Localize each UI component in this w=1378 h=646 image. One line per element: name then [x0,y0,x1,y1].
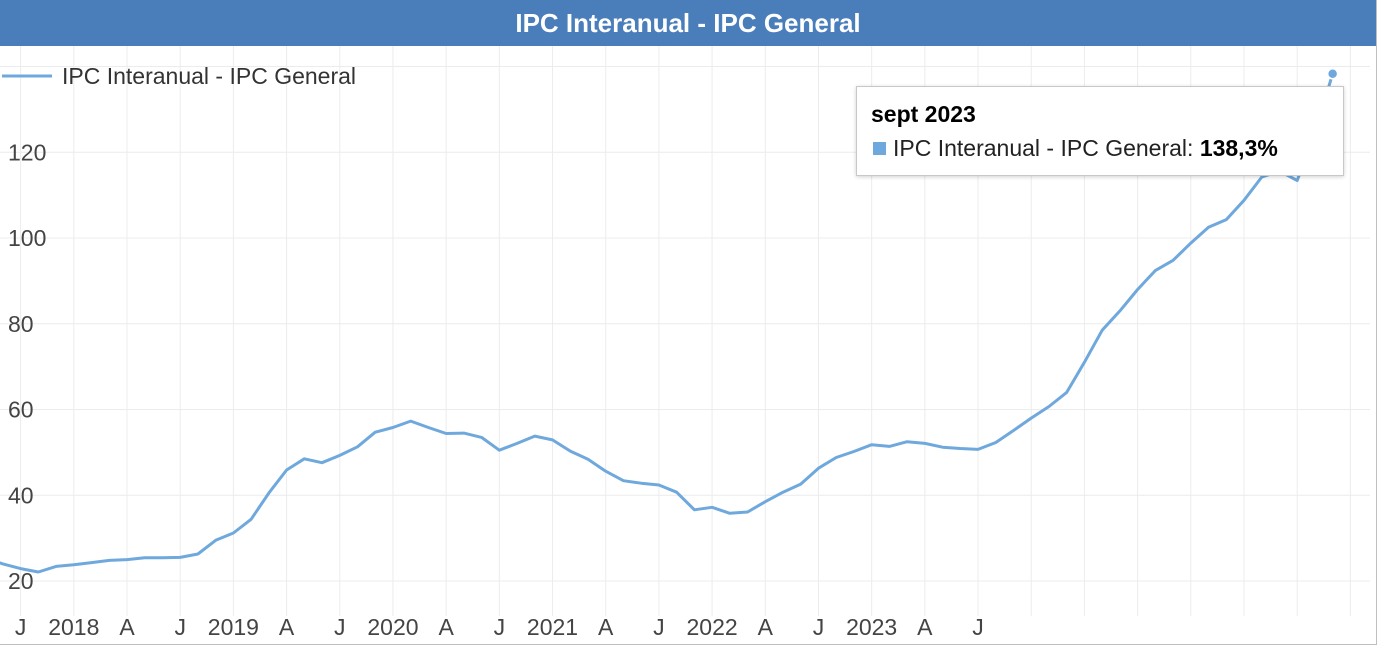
x-tick-label: 2020 [367,614,418,640]
chart-title: IPC Interanual - IPC General [0,0,1376,46]
x-tick-label: A [917,614,933,640]
y-tick-label: 60 [8,397,34,423]
tooltip: sept 2023 IPC Interanual - IPC General: … [856,86,1344,176]
tooltip-swatch [873,142,886,155]
x-tick-label: 2021 [527,614,578,640]
tooltip-label: IPC Interanual - IPC General: [893,135,1194,161]
x-tick-label: A [119,614,135,640]
y-tick-label: 80 [8,311,34,337]
legend[interactable]: IPC Interanual - IPC General [2,63,356,89]
x-tick-label: J [174,614,186,640]
x-tick-label: A [438,614,454,640]
tooltip-date: sept 2023 [871,101,976,127]
x-tick-label: 2019 [208,614,259,640]
y-tick-label: 40 [8,482,34,508]
series-line [0,68,1339,574]
tooltip-row: IPC Interanual - IPC General: 138,3% [893,135,1278,162]
x-tick-label: 2022 [687,614,738,640]
x-tick-label: J [494,614,506,640]
tooltip-value: 138,3% [1199,135,1278,161]
x-tick-label: A [598,614,614,640]
x-tick-label: J [15,614,27,640]
x-tick-label: J [653,614,665,640]
y-tick-label: 20 [8,568,34,594]
series-path [0,72,1335,574]
highlight-point [1326,68,1339,80]
x-tick-label: J [334,614,346,640]
x-tick-label: J [813,614,825,640]
x-tick-label: J [972,614,984,640]
x-tick-label: 2018 [48,614,99,640]
y-tick-label: 100 [8,225,46,251]
x-tick-label: 2023 [846,614,897,640]
x-tick-label: A [279,614,295,640]
y-tick-label: 120 [8,139,46,165]
x-tick-label: A [758,614,774,640]
legend-label[interactable]: IPC Interanual - IPC General [62,63,356,89]
